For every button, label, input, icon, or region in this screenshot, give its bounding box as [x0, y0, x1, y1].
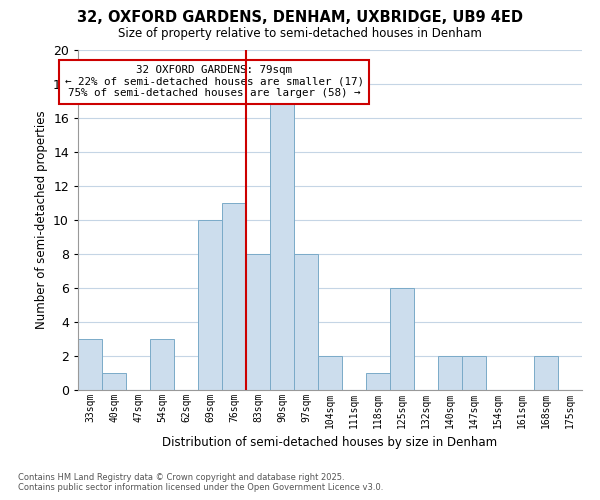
Text: 32, OXFORD GARDENS, DENHAM, UXBRIDGE, UB9 4ED: 32, OXFORD GARDENS, DENHAM, UXBRIDGE, UB…	[77, 10, 523, 25]
Bar	[534, 356, 558, 390]
Bar	[150, 339, 174, 390]
Text: 32 OXFORD GARDENS: 79sqm
← 22% of semi-detached houses are smaller (17)
75% of s: 32 OXFORD GARDENS: 79sqm ← 22% of semi-d…	[65, 66, 364, 98]
Bar	[78, 339, 102, 390]
Text: Contains HM Land Registry data © Crown copyright and database right 2025.
Contai: Contains HM Land Registry data © Crown c…	[18, 473, 383, 492]
Bar	[222, 203, 246, 390]
Bar	[438, 356, 462, 390]
X-axis label: Distribution of semi-detached houses by size in Denham: Distribution of semi-detached houses by …	[163, 436, 497, 450]
Bar	[462, 356, 486, 390]
Bar	[366, 373, 390, 390]
Bar	[270, 101, 294, 390]
Bar	[390, 288, 414, 390]
Text: Size of property relative to semi-detached houses in Denham: Size of property relative to semi-detach…	[118, 28, 482, 40]
Bar	[294, 254, 318, 390]
Bar	[246, 254, 270, 390]
Bar	[198, 220, 222, 390]
Bar	[318, 356, 342, 390]
Bar	[102, 373, 126, 390]
Y-axis label: Number of semi-detached properties: Number of semi-detached properties	[35, 110, 47, 330]
